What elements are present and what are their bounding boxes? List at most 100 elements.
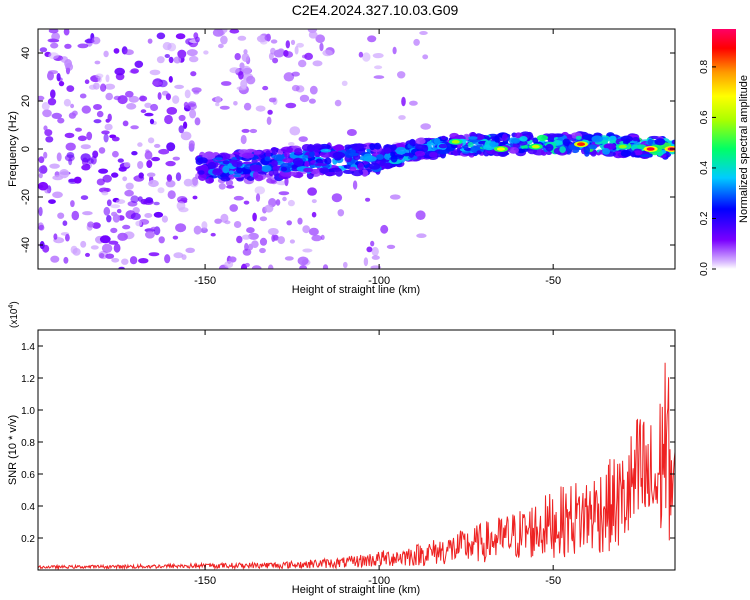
heatmap-cell [53, 233, 58, 240]
heatmap-cell [95, 73, 104, 79]
snr-series-line [38, 362, 675, 570]
heatmap-cell [332, 144, 345, 151]
heatmap-cell [373, 142, 382, 150]
heatmap-cell [144, 150, 153, 160]
heatmap-cell [366, 246, 373, 253]
heatmap-cell [437, 149, 450, 155]
heatmap-cell [357, 162, 364, 170]
heatmap-cell [282, 196, 287, 202]
bottom-x-tick-label: -50 [545, 575, 561, 587]
heatmap-cell [116, 199, 126, 205]
bottom-scale-label: (x104) [8, 301, 20, 328]
heatmap-cell [219, 105, 230, 110]
heatmap-cell [633, 150, 643, 156]
heatmap-cell [130, 212, 141, 220]
heatmap-cell [441, 135, 447, 140]
heatmap-cell [302, 225, 311, 234]
heatmap-cell [299, 94, 310, 103]
heatmap-cell [315, 34, 326, 43]
heatmap-cell [229, 159, 238, 164]
heatmap-cell [237, 35, 247, 41]
heatmap-cell [371, 246, 379, 256]
top-x-axis-label: Height of straight line (km) [292, 284, 420, 296]
heatmap-cell [264, 34, 271, 41]
heatmap-cell [287, 199, 295, 207]
heatmap-cell [173, 56, 182, 64]
heatmap-cell [392, 46, 397, 55]
heatmap-cell [166, 107, 178, 115]
heatmap-cell [602, 148, 611, 155]
heatmap-cell [70, 200, 75, 208]
heatmap-cell [112, 150, 119, 158]
colorbar-tick-label: 0.6 [699, 110, 710, 124]
heatmap-cell [86, 131, 93, 141]
heatmap-cell [502, 133, 508, 142]
heatmap-cell [85, 252, 90, 257]
heatmap-cell [203, 152, 216, 160]
heatmap-cell [370, 240, 375, 247]
heatmap-cell [215, 96, 222, 104]
heatmap-cell [110, 227, 118, 234]
heatmap-cell [224, 220, 231, 225]
heatmap-cell [270, 147, 279, 155]
heatmap-cell [157, 187, 165, 194]
bottom-x-ticks: -150 -100 -50 [194, 330, 561, 587]
heatmap-cell [322, 49, 333, 57]
heatmap-cell [111, 136, 120, 142]
heatmap-cell [172, 95, 180, 104]
heatmap-cell [80, 144, 91, 150]
heatmap-cell [249, 164, 263, 172]
heatmap-cell [409, 138, 416, 146]
top-y-tick-label: -20 [20, 189, 32, 205]
heatmap-cell [172, 235, 179, 240]
heatmap-cell [324, 157, 332, 165]
heatmap-cell [99, 253, 105, 259]
heatmap-cell [52, 191, 63, 199]
heatmap-cell [130, 68, 139, 74]
colorbar-gradient [712, 29, 736, 269]
snr-panel: -150 -100 -50 0.2 0.4 0.6 0.8 1.0 1.2 1.4 Height… [7, 301, 676, 596]
bottom-y-axis-label: SNR (10 * v/v) [7, 415, 19, 485]
heatmap-hotspot [496, 147, 505, 151]
heatmap-cell [99, 235, 111, 244]
heatmap-cell [101, 191, 109, 196]
heatmap-cell [351, 169, 364, 177]
heatmap-cell [625, 138, 631, 144]
heatmap-cell [92, 222, 101, 229]
heatmap-cell [259, 237, 268, 246]
bottom-y-tick-label: 1.2 [21, 374, 35, 385]
heatmap-cell [156, 56, 165, 64]
heatmap-cell [306, 144, 316, 152]
heatmap-cell [222, 165, 230, 174]
heatmap-cell [308, 31, 318, 39]
top-x-ticks: -150 -100 -50 [194, 29, 561, 287]
heatmap-cell [413, 38, 420, 46]
heatmap-cell [44, 129, 53, 137]
heatmap-cell [81, 164, 91, 171]
heatmap-cell [545, 143, 554, 152]
heatmap-cell [470, 145, 479, 153]
heatmap-cell [390, 144, 397, 151]
heatmap-cell [105, 92, 113, 101]
heatmap-cell [255, 105, 266, 112]
heatmap-cell [236, 167, 243, 174]
heatmap-cell [167, 190, 176, 200]
heatmap-cell [288, 142, 295, 146]
heatmap-cell [636, 144, 647, 149]
heatmap-cell [59, 169, 70, 179]
heatmap-cell [50, 255, 60, 263]
heatmap-cell [289, 239, 295, 244]
heatmap-cell [157, 92, 162, 100]
heatmap-cell [254, 186, 266, 195]
heatmap-cell [47, 38, 58, 43]
bottom-x-tick-label: -150 [194, 575, 216, 587]
heatmap-cell [80, 153, 91, 163]
heatmap-cell [297, 256, 309, 266]
heatmap-cell [168, 56, 174, 64]
heatmap-cell [259, 247, 266, 254]
heatmap-cell [72, 248, 81, 256]
heatmap-cell [311, 199, 317, 204]
heatmap-cell [467, 141, 474, 148]
heatmap-cell [289, 126, 301, 136]
heatmap-cell [532, 137, 539, 144]
